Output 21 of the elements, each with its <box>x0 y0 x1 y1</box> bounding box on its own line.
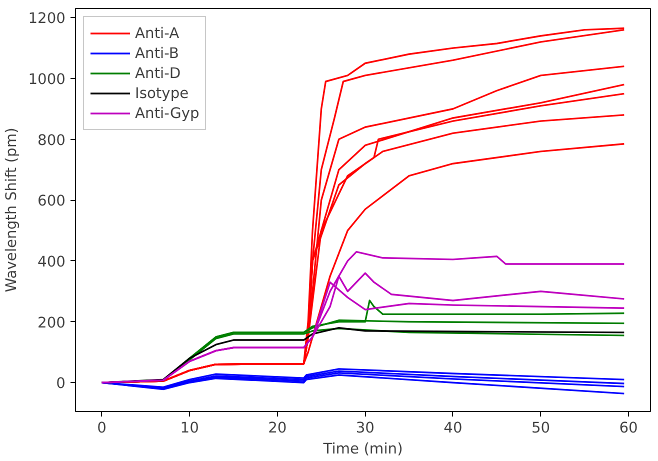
legend-label: Isotype <box>135 84 189 102</box>
x-tick-label: 30 <box>356 420 375 436</box>
y-tick-label: 800 <box>38 132 66 149</box>
legend-label: Anti-A <box>135 24 180 42</box>
y-tick-label: 400 <box>38 253 66 270</box>
x-tick-label: 50 <box>531 420 550 436</box>
legend-label: Anti-B <box>135 44 179 62</box>
x-tick-label: 40 <box>444 420 462 436</box>
x-tick-label: 60 <box>619 420 638 436</box>
y-tick-label: 200 <box>38 314 66 332</box>
y-tick-label: 1200 <box>28 10 66 28</box>
y-axis-title: Wavelength Shift (pm) <box>3 128 20 292</box>
y-tick-label: 600 <box>38 192 66 210</box>
legend-label: Anti-D <box>135 64 181 82</box>
x-tick-label: 0 <box>97 420 106 436</box>
x-axis-title: Time (min) <box>322 440 403 458</box>
legend-label: Anti-Gyp <box>135 104 200 122</box>
x-tick-label: 10 <box>180 420 199 436</box>
y-tick-label: 1000 <box>28 70 66 88</box>
x-tick-label: 20 <box>268 420 287 436</box>
y-tick-label: 0 <box>56 375 66 392</box>
